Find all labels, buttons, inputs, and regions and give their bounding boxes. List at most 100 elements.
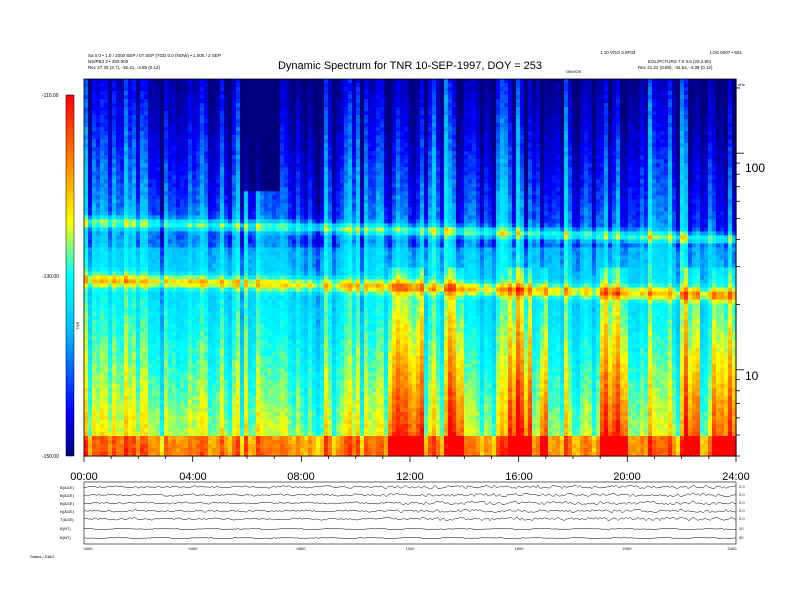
heatmap-cell	[276, 203, 281, 208]
heatmap-cell	[240, 411, 245, 417]
heatmap-cell	[256, 159, 261, 164]
heatmap-cell	[252, 363, 257, 369]
heatmap-cell	[200, 387, 205, 393]
heatmap-cell	[140, 247, 145, 253]
heatmap-cell	[188, 367, 193, 373]
heatmap-cell	[144, 127, 149, 132]
heatmap-cell	[156, 199, 161, 204]
heatmap-cell	[88, 235, 93, 241]
heatmap-cell	[180, 427, 185, 433]
heatmap-cell	[160, 215, 165, 220]
heatmap-cell	[228, 379, 233, 385]
heatmap-cell	[96, 215, 101, 220]
heatmap-cell	[204, 163, 209, 168]
heatmap-cell	[236, 359, 241, 365]
heatmap-cell	[260, 391, 265, 397]
heatmap-cell	[236, 263, 241, 269]
heatmap-cell	[184, 139, 189, 144]
heatmap-cell	[152, 239, 157, 245]
heatmap-cell	[96, 179, 101, 184]
heatmap-cell	[208, 151, 213, 156]
heatmap-cell	[132, 383, 137, 389]
heatmap-cell	[88, 95, 93, 100]
heatmap-cell	[220, 399, 225, 405]
heatmap-cell	[232, 363, 237, 369]
heatmap-cell	[100, 207, 105, 212]
heatmap-cell	[148, 399, 153, 405]
heatmap-cell	[128, 251, 133, 257]
heatmap-cell	[108, 311, 113, 317]
heatmap-cell	[116, 195, 121, 200]
heatmap-cell	[264, 307, 269, 313]
heatmap-cell	[156, 375, 161, 381]
heatmap-cell	[132, 163, 137, 168]
heatmap-cell	[192, 423, 197, 429]
heatmap-cell	[156, 275, 161, 281]
heatmap-cell	[180, 375, 185, 381]
heatmap-cell	[292, 83, 297, 88]
heatmap-cell	[160, 447, 165, 453]
heatmap-cell	[120, 151, 125, 156]
heatmap-cell	[108, 399, 113, 405]
heatmap-cell	[168, 315, 173, 321]
heatmap-cell	[100, 107, 105, 112]
heatmap-cell	[288, 303, 293, 309]
heatmap-cell	[128, 423, 133, 429]
heatmap-cell	[228, 391, 233, 397]
heatmap-cell	[84, 351, 89, 357]
heatmap-cell	[164, 403, 169, 409]
heatmap-cell	[184, 395, 189, 401]
heatmap-cell	[236, 383, 241, 389]
heatmap-cell	[220, 447, 225, 453]
heatmap-cell	[120, 395, 125, 401]
heatmap-cell	[84, 111, 89, 116]
heatmap-cell	[208, 175, 213, 180]
heatmap-cell	[248, 363, 253, 369]
heatmap-cell	[108, 371, 113, 377]
heatmap-cell	[160, 263, 165, 269]
heatmap-cell	[104, 419, 109, 425]
heatmap-cell	[288, 231, 293, 237]
heatmap-cell	[284, 303, 289, 309]
heatmap-cell	[172, 247, 177, 253]
heatmap-cell	[264, 107, 269, 112]
heatmap-cell	[228, 95, 233, 100]
heatmap-cell	[284, 211, 289, 216]
heatmap-cell	[228, 315, 233, 321]
heatmap-cell	[108, 307, 113, 313]
heatmap-cell	[136, 419, 141, 425]
heatmap-cell	[168, 431, 173, 437]
heatmap-cell	[124, 95, 129, 100]
heatmap-cell	[280, 235, 285, 241]
heatmap-cell	[124, 139, 129, 144]
heatmap-cell	[252, 83, 257, 88]
heatmap-cell	[112, 83, 117, 88]
heatmap-cell	[268, 435, 273, 441]
heatmap-cell	[88, 379, 93, 385]
heatmap-cell	[156, 147, 161, 152]
heatmap-cell	[188, 447, 193, 453]
heatmap-cell	[216, 267, 221, 273]
heatmap-cell	[244, 339, 249, 345]
heatmap-cell	[148, 79, 153, 84]
heatmap-cell	[176, 187, 181, 192]
heatmap-cell	[228, 275, 233, 281]
heatmap-cell	[148, 443, 153, 449]
heatmap-cell	[156, 155, 161, 160]
heatmap-cell	[112, 107, 117, 112]
heatmap-cell	[176, 175, 181, 180]
heatmap-cell	[164, 339, 169, 345]
heatmap-cell	[220, 259, 225, 265]
heatmap-cell	[260, 223, 265, 228]
heatmap-cell	[120, 435, 125, 441]
heatmap-cell	[276, 83, 281, 88]
heatmap-cell	[232, 447, 237, 453]
heatmap-cell	[104, 255, 109, 261]
heatmap-cell	[248, 199, 253, 204]
heatmap-cell	[112, 367, 117, 373]
heatmap-cell	[252, 211, 257, 216]
heatmap-cell	[100, 203, 105, 208]
heatmap-cell	[160, 407, 165, 413]
heatmap-cell	[232, 347, 237, 353]
heatmap-cell	[192, 155, 197, 160]
